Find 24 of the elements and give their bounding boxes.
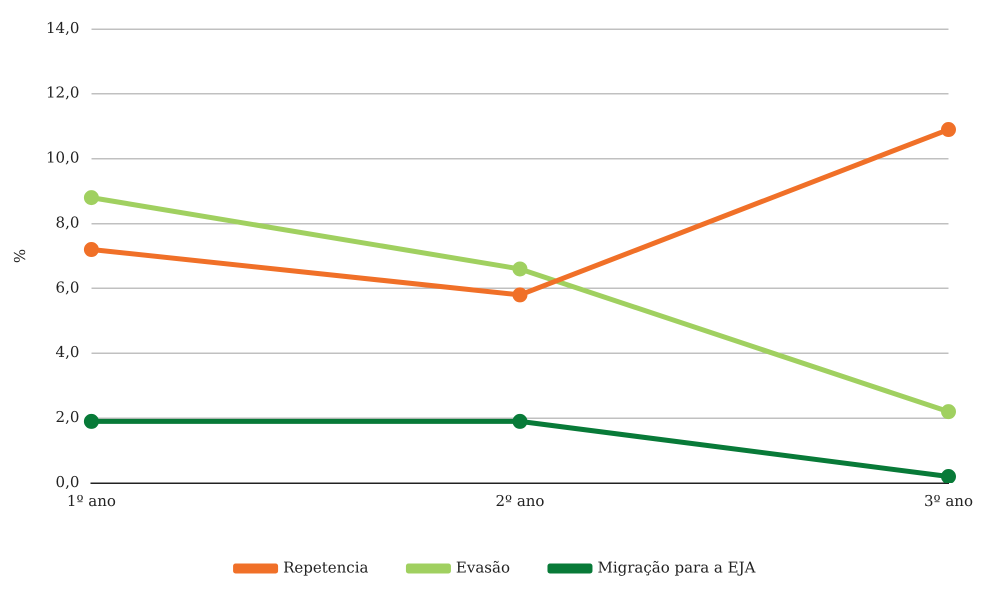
point bbox=[84, 242, 99, 258]
x-tick-label: 3º ano bbox=[924, 492, 973, 510]
point bbox=[941, 122, 956, 138]
legend-label: Migração para a EJA bbox=[597, 558, 756, 576]
y-axis-title: % bbox=[10, 248, 29, 264]
point bbox=[512, 414, 528, 429]
y-tick-label: 14,0 bbox=[46, 18, 80, 37]
point bbox=[84, 190, 99, 206]
y-tick-label: 10,0 bbox=[46, 148, 80, 167]
y-tick-label: 0,0 bbox=[56, 472, 80, 491]
y-tick-label: 2,0 bbox=[56, 408, 80, 426]
y-tick-label: 12,0 bbox=[46, 84, 80, 102]
point bbox=[941, 404, 956, 420]
legend-label: Repetencia bbox=[283, 558, 368, 576]
x-tick-label: 2º ano bbox=[495, 492, 544, 510]
point bbox=[512, 261, 528, 276]
x-tick-label: 1º ano bbox=[66, 492, 116, 510]
point bbox=[512, 287, 528, 302]
legend-label: Evasão bbox=[456, 558, 510, 576]
y-tick-label: 8,0 bbox=[56, 213, 80, 232]
y-tick-label: 6,0 bbox=[56, 278, 80, 296]
point bbox=[941, 469, 956, 483]
y-tick-label: 4,0 bbox=[56, 343, 80, 362]
point bbox=[84, 414, 99, 429]
